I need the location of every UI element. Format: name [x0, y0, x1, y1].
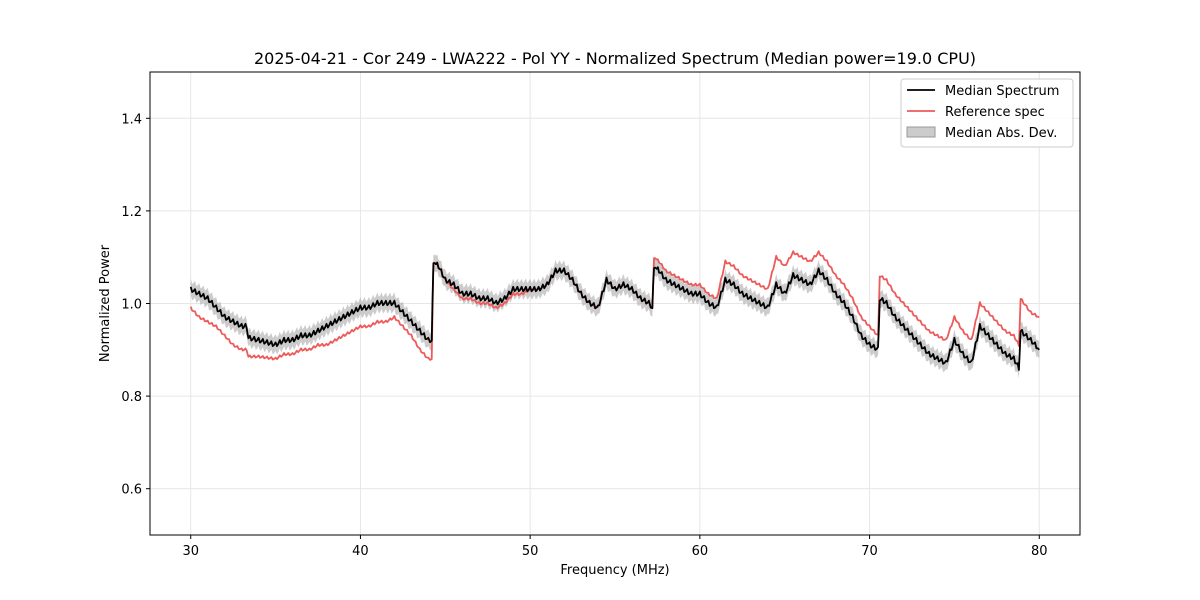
- y-tick-label: 0.8: [121, 390, 142, 405]
- y-tick-label: 1.0: [121, 298, 142, 313]
- legend-mad-swatch: [906, 126, 936, 138]
- x-axis-label: Frequency (MHz): [560, 563, 669, 578]
- x-tick-label: 30: [182, 544, 199, 559]
- x-tick-label: 70: [861, 544, 878, 559]
- mad-band-layer: [190, 254, 1040, 379]
- y-axis-label: Normalized Power: [98, 244, 113, 362]
- legend: Median Spectrum Reference spec Median Ab…: [900, 78, 1074, 148]
- x-tick-label: 40: [352, 544, 369, 559]
- legend-box: [900, 78, 1074, 148]
- legend-median-label: Median Spectrum: [945, 84, 1059, 99]
- median-line-layer: [189, 261, 1040, 371]
- y-tick-layer: 0.6 0.8 1.0 1.2 1.4: [121, 112, 150, 498]
- y-tick-label: 0.6: [121, 483, 142, 498]
- y-tick-label: 1.2: [121, 205, 142, 220]
- x-tick-label: 80: [1031, 544, 1048, 559]
- x-tick-layer: 30 40 50 60 70 80: [182, 535, 1048, 559]
- y-tick-label: 1.4: [121, 112, 142, 127]
- legend-mad-label: Median Abs. Dev.: [945, 126, 1057, 141]
- x-tick-label: 60: [692, 544, 709, 559]
- chart-title: 2025-04-21 - Cor 249 - LWA222 - Pol YY -…: [254, 49, 976, 68]
- mad-band: [190, 254, 1040, 379]
- median-spectrum-line: [189, 261, 1040, 371]
- x-tick-label: 50: [522, 544, 539, 559]
- legend-reference-label: Reference spec: [945, 105, 1045, 120]
